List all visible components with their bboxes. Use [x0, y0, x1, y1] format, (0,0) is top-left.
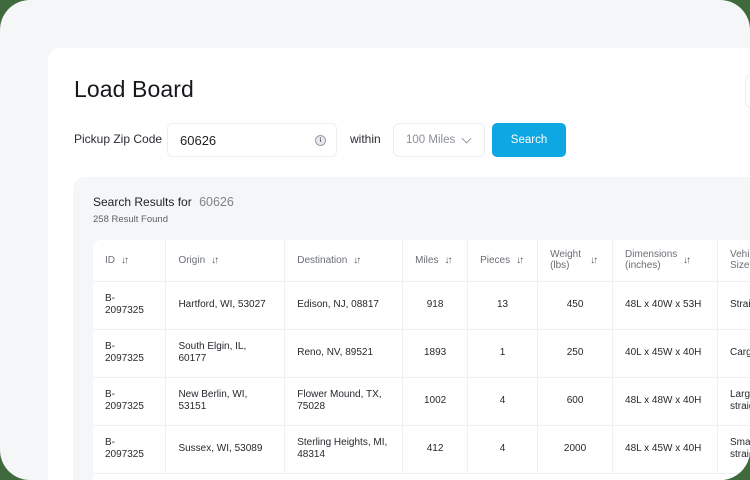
cell-vehicle-size: Straight	[717, 281, 750, 330]
table-header-row: ID ↓↑ Origin ↓↑ Destination ↓↑ Miles ↓↑ Piec…	[93, 240, 750, 282]
sort-icon[interactable]: ↓↑	[590, 254, 598, 266]
sort-icon[interactable]: ↓↑	[353, 254, 361, 266]
table-row[interactable]: B-2097325 Sussex, WI, 53089 Sterling Hei…	[93, 425, 750, 474]
cell-weight: 250	[537, 329, 614, 378]
cell-miles: 412	[402, 425, 469, 474]
results-title: Search Results for 60626	[93, 195, 234, 209]
load-board-card: Load Board Pickup Zip Code i within 100 …	[48, 48, 750, 480]
column-header-dimensions[interactable]: Dimensions (inches) ↓↑	[612, 240, 718, 282]
table-row[interactable]: B-2097325 Hartford, WI, 53027 Edison, NJ…	[93, 281, 750, 330]
sort-icon[interactable]: ↓↑	[121, 254, 129, 266]
cell-weight: 450	[537, 281, 614, 330]
cell-destination: Flower Mound, TX, 75028	[284, 377, 404, 426]
cell-pieces: 4	[467, 425, 539, 474]
cell-origin: Sussex, WI, 53089	[165, 425, 286, 474]
cell-dimensions: 48L x 45W x 40H	[612, 425, 718, 474]
results-title-prefix: Search Results for	[93, 195, 192, 209]
within-label: within	[350, 132, 381, 146]
cell-pieces: 1	[467, 329, 539, 378]
column-header-origin[interactable]: Origin ↓↑	[165, 240, 286, 282]
radius-selected-value: 100 Miles	[406, 134, 456, 146]
cell-origin: New Berlin, WI, 53151	[165, 377, 286, 426]
cell-id: B-2097325	[93, 281, 167, 330]
search-button[interactable]: Search	[492, 123, 566, 157]
zip-code-label: Pickup Zip Code	[74, 132, 163, 146]
column-header-pieces[interactable]: Pieces ↓↑	[467, 240, 539, 282]
sort-icon[interactable]: ↓↑	[211, 254, 219, 266]
cell-origin: South Elgin, IL, 60177	[165, 329, 286, 378]
column-header-weight[interactable]: Weight (lbs) ↓↑	[537, 240, 614, 282]
cell-weight: 2000	[537, 425, 614, 474]
cell-vehicle-size: Cargo	[717, 329, 750, 378]
cell-miles: 918	[402, 281, 469, 330]
cell-destination: Reno, NV, 89521	[284, 329, 404, 378]
sort-icon[interactable]: ↓↑	[516, 254, 524, 266]
search-form: Pickup Zip Code i within 100 Miles Searc…	[74, 123, 674, 157]
cell-pieces: 4	[467, 377, 539, 426]
cell-dimensions: 48L x 40W x 53H	[612, 281, 718, 330]
cell-id: B-2097325	[93, 425, 167, 474]
cell-id: B-2097325	[93, 377, 167, 426]
cell-miles: 1893	[402, 329, 469, 378]
chevron-down-icon	[461, 133, 472, 144]
cell-dimensions: 40L x 45W x 40H	[612, 329, 718, 378]
cell-id: B-2097325	[93, 329, 167, 378]
cell-miles: 1002	[402, 377, 469, 426]
info-icon[interactable]: i	[315, 135, 326, 146]
results-table-container: ID ↓↑ Origin ↓↑ Destination ↓↑ Miles ↓↑ Piec…	[93, 240, 750, 480]
column-header-id[interactable]: ID ↓↑	[93, 240, 167, 282]
results-table: ID ↓↑ Origin ↓↑ Destination ↓↑ Miles ↓↑ Piec…	[93, 240, 750, 474]
sort-icon[interactable]: ↓↑	[683, 254, 691, 266]
results-title-zip: 60626	[199, 195, 234, 209]
cell-vehicle-size: Large straight	[717, 377, 750, 426]
top-right-action-button[interactable]	[745, 74, 750, 108]
zip-code-input[interactable]	[180, 124, 310, 156]
search-results-panel: Search Results for 60626 258 Result Foun…	[73, 177, 750, 480]
cell-destination: Edison, NJ, 08817	[284, 281, 404, 330]
column-header-destination[interactable]: Destination ↓↑	[284, 240, 404, 282]
radius-select[interactable]: 100 Miles	[393, 123, 485, 157]
cell-weight: 600	[537, 377, 614, 426]
table-row[interactable]: B-2097325 South Elgin, IL, 60177 Reno, N…	[93, 329, 750, 378]
column-header-miles[interactable]: Miles ↓↑	[402, 240, 469, 282]
cell-vehicle-size: Small straight	[717, 425, 750, 474]
page-title: Load Board	[74, 76, 194, 102]
cell-origin: Hartford, WI, 53027	[165, 281, 286, 330]
column-header-vehicle-size[interactable]: Vehicle Size	[717, 240, 750, 282]
cell-destination: Sterling Heights, MI, 48314	[284, 425, 404, 474]
cell-pieces: 13	[467, 281, 539, 330]
table-row[interactable]: B-2097325 New Berlin, WI, 53151 Flower M…	[93, 377, 750, 426]
sort-icon[interactable]: ↓↑	[444, 254, 452, 266]
results-count: 258 Result Found	[93, 214, 168, 225]
cell-dimensions: 48L x 48W x 40H	[612, 377, 718, 426]
zip-code-field[interactable]: i	[167, 123, 337, 157]
